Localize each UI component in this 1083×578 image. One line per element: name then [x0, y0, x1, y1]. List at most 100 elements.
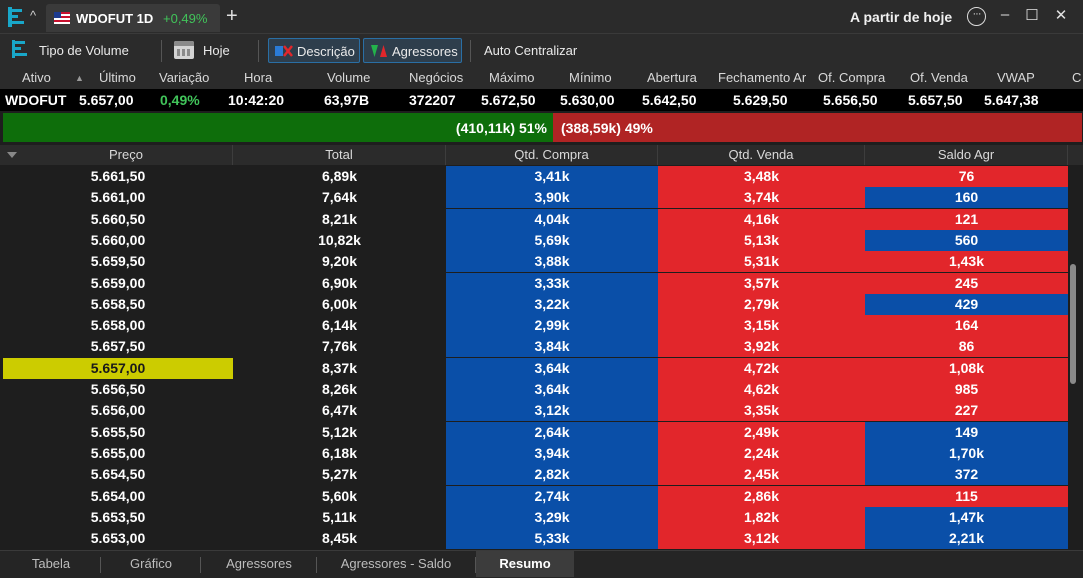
bottom-tab[interactable]: Tabela [31, 556, 71, 571]
tab-wdofut[interactable]: WDOFUT 1D +0,49% [46, 4, 220, 32]
price-cell: 5.657,50 [90, 338, 146, 355]
buy-qty-cell: 5,33k [446, 528, 658, 550]
buy-qty-cell: 2,64k [446, 421, 658, 443]
col-total[interactable]: Total [233, 145, 446, 165]
table-row[interactable]: 5.654,00 5,60k 2,74k 2,86k 115 [0, 485, 1083, 507]
quote-row[interactable]: WDOFUT 5.657,00 0,49% 10:42:20 63,97B 37… [0, 89, 1083, 111]
volume-type-button[interactable]: Tipo de Volume [39, 43, 129, 58]
col-of-compra[interactable]: Of. Compra [818, 70, 886, 85]
table-row[interactable]: 5.661,50 6,89k 3,41k 3,48k 76 [0, 166, 1083, 187]
sort-asc-icon: ▲ [75, 73, 84, 83]
price-cell: 5.655,50 [90, 423, 146, 440]
balance-cell: 160 [865, 187, 1068, 209]
table-row[interactable]: 5.653,50 5,11k 3,29k 1,82k 1,47k [0, 506, 1083, 528]
buy-qty-cell: 3,90k [446, 187, 658, 209]
sell-qty-cell: 3,48k [658, 166, 865, 187]
total-cell: 8,21k [321, 210, 358, 227]
col-of-venda[interactable]: Of. Venda [910, 70, 968, 85]
col-sell-qty[interactable]: Qtd. Venda [658, 145, 865, 165]
total-cell: 5,27k [321, 466, 358, 483]
table-row[interactable]: 5.657,00 8,37k 3,64k 4,72k 1,08k [0, 357, 1083, 379]
col-variacao[interactable]: Variação [159, 70, 210, 85]
col-price[interactable]: Preço [20, 145, 233, 165]
col-negocios[interactable]: Negócios [409, 70, 464, 85]
table-row[interactable]: 5.655,00 6,18k 3,94k 2,24k 1,70k [0, 442, 1083, 464]
table-row[interactable]: 5.658,50 6,00k 3,22k 2,79k 429 [0, 293, 1083, 315]
col-maximo[interactable]: Máximo [489, 70, 535, 85]
table-row[interactable]: 5.656,50 8,26k 3,64k 4,62k 985 [0, 379, 1083, 400]
bottom-tab[interactable]: Agressores [226, 556, 292, 571]
total-cell: 7,76k [321, 338, 358, 355]
col-ultimo[interactable]: Último [99, 70, 136, 85]
col-volume[interactable]: Volume [327, 70, 371, 85]
quote-hora: 10:42:20 [228, 92, 285, 108]
col-hora[interactable]: Hora [244, 70, 273, 85]
close-icon[interactable]: ✕ [1054, 7, 1068, 24]
table-row[interactable]: 5.654,50 5,27k 2,82k 2,45k 372 [0, 464, 1083, 486]
tab-change: +0,49% [163, 11, 208, 26]
toolbar: Tipo de Volume Hoje Descrição Agressores… [0, 34, 1083, 66]
col-more[interactable]: C [1072, 70, 1082, 85]
toolbar-divider [258, 40, 259, 62]
total-cell: 8,26k [321, 381, 358, 397]
col-buy-qty[interactable]: Qtd. Compra [446, 145, 658, 165]
scrollbar-thumb[interactable] [1070, 264, 1076, 384]
price-cell: 5.658,50 [90, 295, 146, 312]
col-abertura[interactable]: Abertura [647, 70, 697, 85]
col-minimo[interactable]: Mínimo [569, 70, 612, 85]
add-tab-icon[interactable]: + [226, 5, 238, 27]
table-row[interactable]: 5.657,50 7,76k 3,84k 3,92k 86 [0, 336, 1083, 358]
col-fechamento[interactable]: Fechamento Ar [718, 70, 807, 85]
total-cell: 5,11k [322, 508, 357, 525]
col-ativo[interactable]: Ativo [22, 70, 51, 85]
total-cell: 6,14k [321, 317, 358, 334]
app-logo-icon[interactable] [8, 7, 28, 27]
balance-cell: 372 [865, 464, 1068, 486]
sell-qty-cell: 2,24k [658, 442, 865, 464]
sell-qty-cell: 3,92k [658, 336, 865, 358]
bottom-tab[interactable]: Gráfico [130, 556, 172, 571]
sell-qty-cell: 5,31k [658, 251, 865, 273]
auto-center-button[interactable]: Auto Centralizar [484, 43, 578, 58]
aggressor-buy-label: (410,11k) 51% [455, 120, 547, 136]
from-today-label[interactable]: A partir de hoje [850, 9, 953, 25]
description-label: Descrição [297, 44, 355, 59]
minimize-icon[interactable]: – [1000, 6, 1010, 23]
bottom-tab[interactable]: Resumo [476, 551, 574, 577]
buy-qty-cell: 3,84k [446, 336, 658, 358]
collapse-icon[interactable]: ^ [30, 8, 37, 23]
buy-qty-cell: 3,29k [446, 506, 658, 528]
quote-volume: 63,97B [324, 92, 370, 108]
table-row[interactable]: 5.660,00 10,82k 5,69k 5,13k 560 [0, 229, 1083, 251]
aggressors-toggle[interactable]: Agressores [363, 38, 462, 63]
table-row[interactable]: 5.660,50 8,21k 4,04k 4,16k 121 [0, 208, 1083, 230]
total-cell: 8,45k [321, 530, 358, 547]
quote-maximo: 5.672,50 [481, 92, 536, 108]
today-button[interactable]: Hoje [203, 43, 230, 58]
sell-qty-cell: 2,79k [658, 293, 865, 315]
balance-cell: 1,70k [865, 442, 1068, 464]
tab-divider [100, 557, 101, 573]
table-row[interactable]: 5.658,00 6,14k 2,99k 3,15k 164 [0, 315, 1083, 337]
price-cell: 5.660,50 [90, 210, 146, 227]
table-row[interactable]: 5.655,50 5,12k 2,64k 2,49k 149 [0, 421, 1083, 443]
volume-type-icon [12, 40, 28, 58]
table-row[interactable]: 5.659,50 9,20k 3,88k 5,31k 1,43k [0, 251, 1083, 273]
table-body: 5.661,50 6,89k 3,41k 3,48k 76 5.661,00 7,64k 3,… [0, 166, 1083, 550]
more-options-icon[interactable]: ··· [967, 7, 986, 26]
table-row[interactable]: 5.659,00 6,90k 3,33k 3,57k 245 [0, 272, 1083, 294]
quote-of-compra: 5.656,50 [823, 92, 878, 108]
col-vwap[interactable]: VWAP [997, 70, 1035, 85]
maximize-icon[interactable]: ☐ [1025, 7, 1039, 24]
balance-cell: 985 [865, 379, 1068, 400]
col-balance[interactable]: Saldo Agr [865, 145, 1068, 165]
sort-desc-icon[interactable] [7, 152, 17, 158]
price-cell: 5.656,50 [90, 381, 146, 397]
buy-qty-cell: 4,04k [446, 208, 658, 230]
table-row[interactable]: 5.661,00 7,64k 3,90k 3,74k 160 [0, 187, 1083, 209]
buy-qty-cell: 3,64k [446, 379, 658, 400]
description-toggle[interactable]: Descrição [268, 38, 360, 63]
bottom-tab[interactable]: Agressores - Saldo [340, 556, 452, 571]
table-row[interactable]: 5.653,00 8,45k 5,33k 3,12k 2,21k [0, 528, 1083, 550]
table-row[interactable]: 5.656,00 6,47k 3,12k 3,35k 227 [0, 400, 1083, 422]
